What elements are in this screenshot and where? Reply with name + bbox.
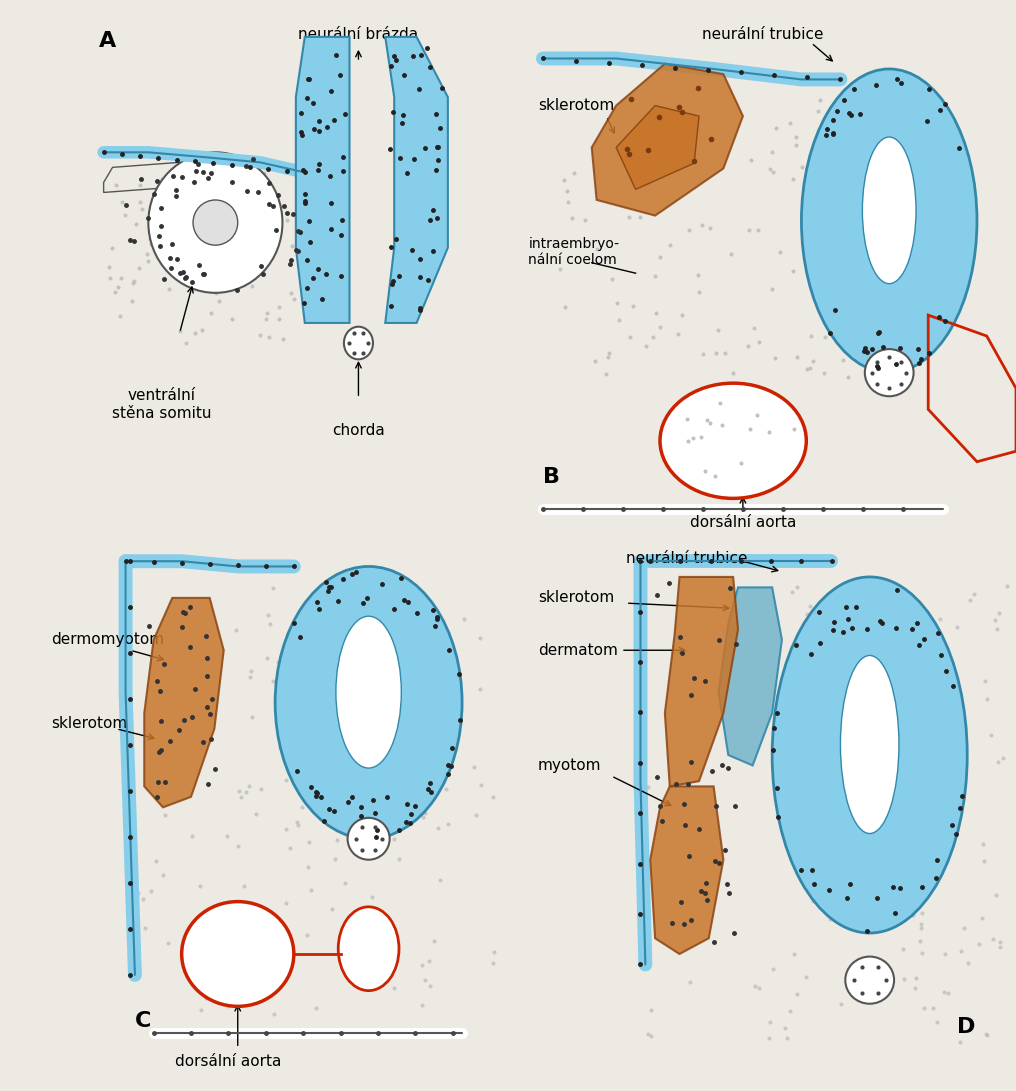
- Ellipse shape: [840, 656, 899, 834]
- Ellipse shape: [660, 383, 807, 499]
- Ellipse shape: [193, 200, 238, 245]
- Text: sklerotom: sklerotom: [538, 98, 615, 113]
- Text: neurální trubice: neurální trubice: [626, 551, 748, 566]
- Text: neurální trubice: neurální trubice: [702, 27, 823, 43]
- Text: dermatom: dermatom: [538, 643, 618, 658]
- Ellipse shape: [338, 907, 399, 991]
- Ellipse shape: [344, 326, 373, 359]
- Ellipse shape: [336, 616, 401, 768]
- Polygon shape: [144, 598, 224, 807]
- Ellipse shape: [772, 577, 967, 933]
- Ellipse shape: [845, 957, 894, 1004]
- Text: B: B: [543, 467, 560, 487]
- Text: ventrální
stěna somitu: ventrální stěna somitu: [112, 388, 211, 420]
- Text: dorsální aorta: dorsální aorta: [690, 515, 797, 530]
- Polygon shape: [385, 37, 448, 323]
- Ellipse shape: [275, 566, 462, 839]
- Text: myotom: myotom: [538, 758, 601, 772]
- Text: dermomyotom: dermomyotom: [51, 633, 164, 647]
- Text: sklerotom: sklerotom: [51, 716, 127, 731]
- Text: chorda: chorda: [332, 423, 385, 439]
- Text: sklerotom: sklerotom: [538, 590, 615, 606]
- Polygon shape: [718, 587, 782, 766]
- Polygon shape: [591, 63, 743, 216]
- Text: neurální brázda: neurální brázda: [299, 27, 419, 41]
- Ellipse shape: [182, 901, 294, 1006]
- Text: A: A: [100, 31, 117, 51]
- Ellipse shape: [863, 137, 916, 284]
- Polygon shape: [616, 106, 699, 190]
- Ellipse shape: [347, 818, 390, 860]
- Polygon shape: [296, 37, 350, 323]
- Polygon shape: [650, 787, 723, 954]
- Ellipse shape: [802, 69, 977, 373]
- Polygon shape: [664, 577, 738, 787]
- Text: D: D: [957, 1017, 975, 1036]
- Text: C: C: [135, 1011, 151, 1031]
- Text: intraembryo-
nální coelom: intraembryo- nální coelom: [528, 237, 620, 267]
- Ellipse shape: [865, 349, 913, 396]
- Text: dorsální aorta: dorsální aorta: [175, 1054, 281, 1069]
- Ellipse shape: [148, 153, 282, 292]
